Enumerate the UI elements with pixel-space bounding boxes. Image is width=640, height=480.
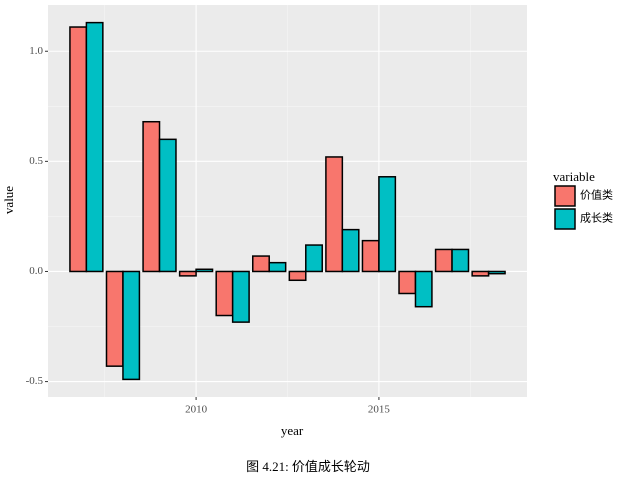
bar [471,270,490,277]
bar [398,270,417,295]
bar [325,156,344,273]
bar [305,244,323,273]
bar [252,255,270,273]
bar [215,270,234,317]
bar [414,270,433,308]
y-tick-label: 0.5 [29,155,43,167]
y-tick-label: 1.0 [29,45,43,57]
bar [69,26,88,273]
legend-swatch [554,208,576,230]
bar [361,239,380,273]
bar [341,228,360,273]
bar [451,248,470,273]
legend-title: variable [553,169,595,184]
bars [69,21,506,381]
bar [158,138,177,273]
bar [142,120,161,273]
bar [434,248,453,273]
bar [85,21,104,273]
bar [288,270,307,282]
bar [105,270,124,367]
bar [378,176,397,273]
x-axis-title: year [281,423,304,438]
bar [268,261,287,273]
bar [195,268,214,273]
legend-swatch [554,185,576,207]
bar [122,270,141,381]
x-tick-label: 2015 [368,404,391,416]
bar [231,270,250,323]
bar [178,270,197,277]
x-tick-label: 2010 [185,404,208,416]
bar [487,270,506,275]
y-axis-title: value [1,186,16,214]
caption: 图 4.21: 价值成长轮动 [246,459,370,474]
legend-label: 价值类 [580,188,613,202]
y-tick-label: -0.5 [26,375,44,387]
legend-label: 成长类 [580,211,613,225]
y-tick-label: 0.0 [29,265,43,277]
